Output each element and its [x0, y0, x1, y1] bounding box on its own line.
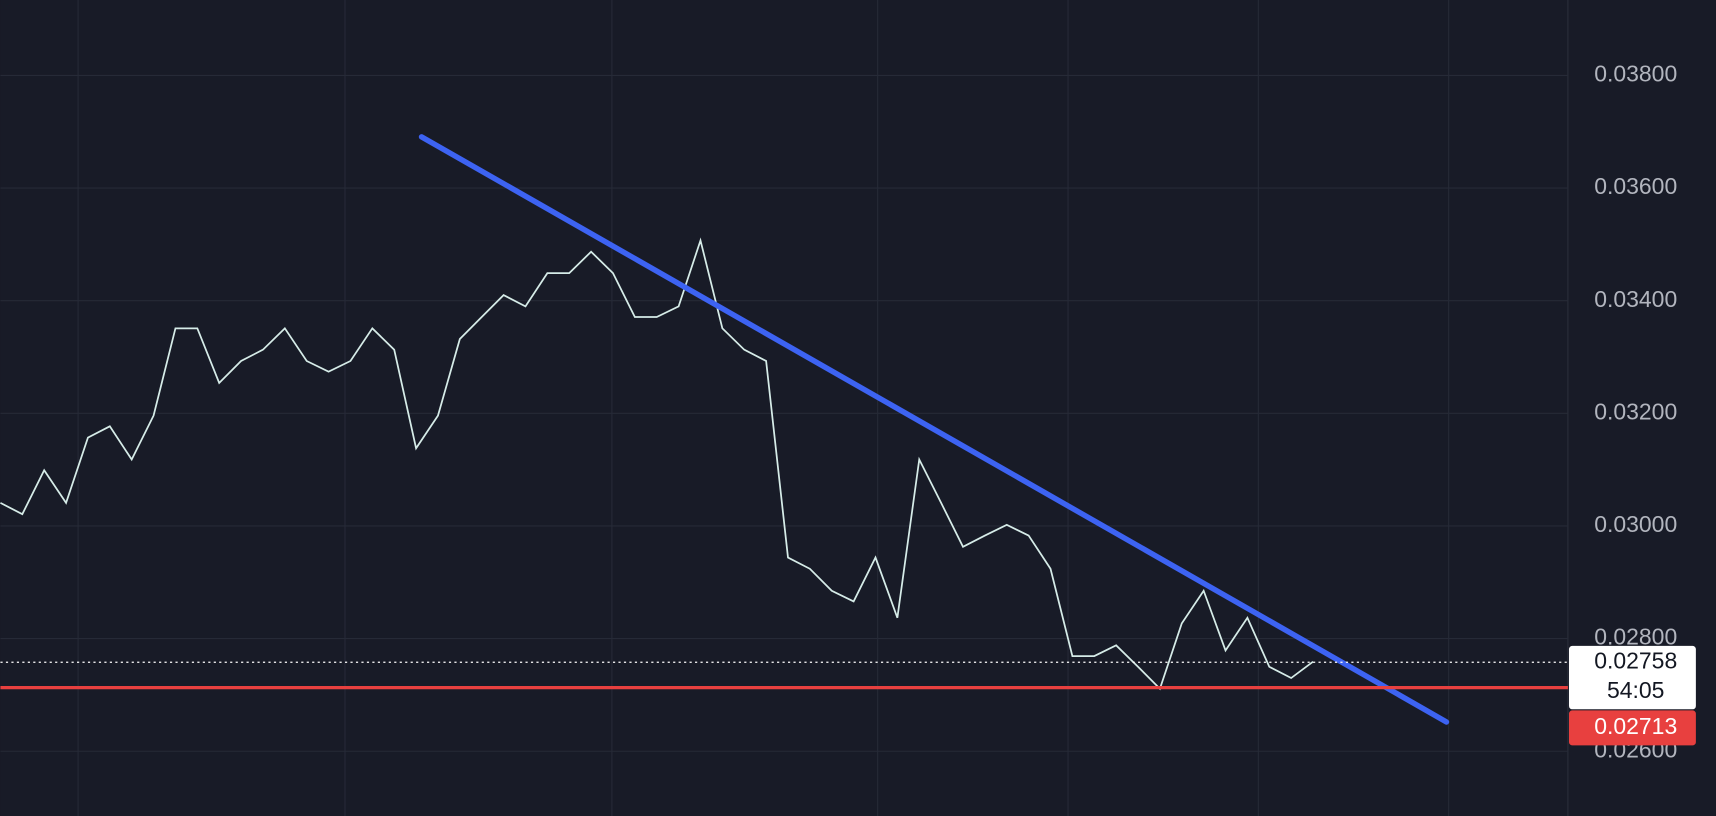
current-price-box: [1568, 645, 1696, 710]
level-price-label: 0.02713: [1594, 713, 1677, 739]
vertical-grid: [77, 0, 1450, 816]
level-price-box: [1568, 710, 1696, 746]
y-tick-label: 0.03000: [1594, 511, 1677, 537]
y-tick-label: 0.03600: [1594, 173, 1677, 199]
y-tick-label: 0.03200: [1594, 398, 1677, 424]
y-tick-label: 0.02800: [1594, 624, 1677, 650]
y-tick-label: 0.03400: [1594, 286, 1677, 312]
current-price-label: 0.02758: [1594, 647, 1677, 673]
y-tick-label: 0.03800: [1594, 61, 1677, 87]
countdown-label: 54:05: [1607, 677, 1664, 703]
price-line: [0, 237, 1314, 691]
trendline: [418, 134, 1450, 725]
